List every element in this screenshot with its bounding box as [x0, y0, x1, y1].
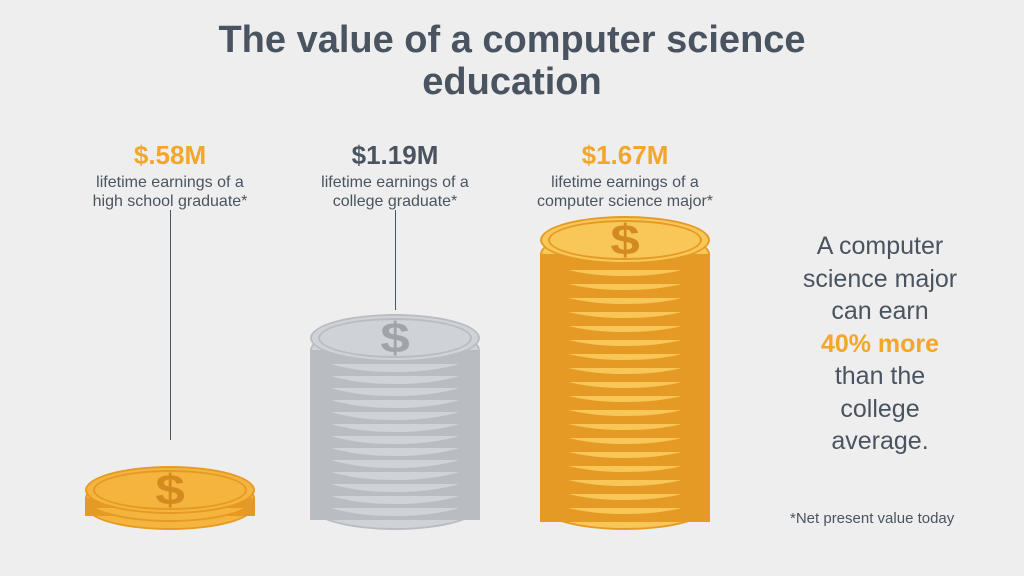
stack-value-cs: $1.67M [520, 140, 730, 171]
sidebar-line: A computer [770, 230, 990, 263]
stack-label-college: $1.19Mlifetime earnings of a college gra… [295, 140, 495, 211]
sidebar-line: than the [770, 360, 990, 393]
leader-line-college [395, 210, 396, 310]
footnote: *Net present value today [790, 510, 954, 527]
stack-caption-cs: lifetime earnings of a computer science … [520, 173, 730, 211]
sidebar-accent-line: 40% more [770, 328, 990, 361]
sidebar-callout: A computerscience majorcan earn40% moret… [770, 230, 990, 458]
stack-caption-hs: lifetime earnings of a high school gradu… [70, 173, 270, 211]
sidebar-line: can earn [770, 295, 990, 328]
sidebar-line: average. [770, 425, 990, 458]
stack-label-cs: $1.67Mlifetime earnings of a computer sc… [520, 140, 730, 211]
dollar-icon: $ [380, 314, 409, 363]
dollar-icon: $ [155, 466, 184, 515]
leader-line-hs [170, 210, 171, 440]
stack-label-hs: $.58Mlifetime earnings of a high school … [70, 140, 270, 211]
page-title: The value of a computer science educatio… [0, 20, 1024, 104]
stack-caption-college: lifetime earnings of a college graduate* [295, 173, 495, 211]
stack-value-hs: $.58M [70, 140, 270, 171]
dollar-icon: $ [610, 216, 639, 265]
sidebar-line: science major [770, 263, 990, 296]
sidebar-line: college [770, 393, 990, 426]
stack-value-college: $1.19M [295, 140, 495, 171]
